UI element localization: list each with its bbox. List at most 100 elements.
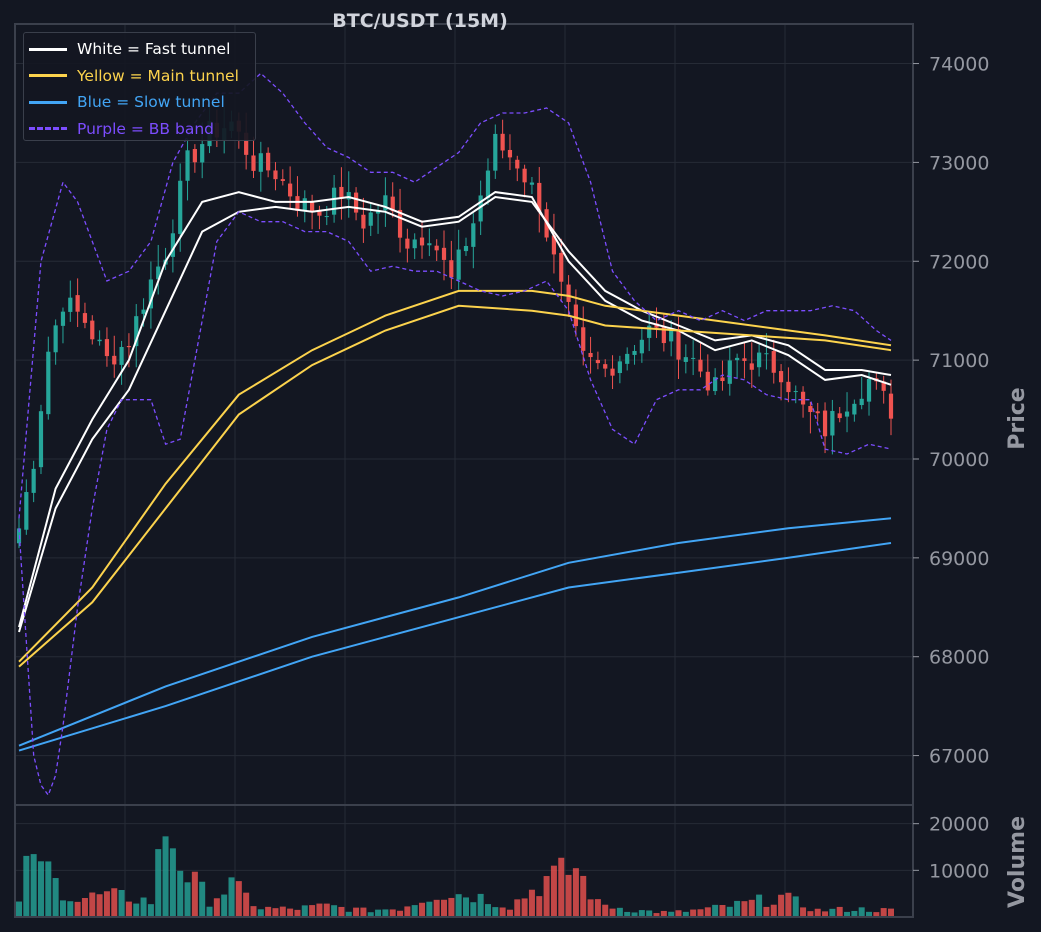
candle-body xyxy=(463,245,469,252)
volume-bar xyxy=(147,904,154,917)
volume-bar xyxy=(213,898,220,917)
candle-body xyxy=(551,235,557,255)
volume-bar xyxy=(558,857,565,917)
candle-body xyxy=(559,252,564,282)
volume-bar xyxy=(587,899,594,917)
price-tick-label: 74000 xyxy=(929,54,989,76)
series-line-1-1 xyxy=(18,304,892,668)
volume-bar xyxy=(338,906,345,917)
volume-bar xyxy=(844,911,851,917)
volume-bar xyxy=(287,908,294,917)
candle-body xyxy=(375,211,381,214)
legend-swatch-fast xyxy=(29,47,67,51)
candle-body xyxy=(441,247,447,260)
candle-body xyxy=(888,393,894,419)
volume-bar xyxy=(858,907,865,917)
candle-body xyxy=(595,359,600,364)
volume-bar xyxy=(345,911,352,917)
candle-body xyxy=(764,353,769,355)
volume-bar xyxy=(59,900,66,917)
volume-bar xyxy=(30,854,37,917)
candle-body xyxy=(449,260,454,278)
volume-bar xyxy=(67,901,74,917)
volume-bar xyxy=(822,911,829,917)
volume-bar xyxy=(484,904,491,917)
price-tick-label: 71000 xyxy=(929,350,989,372)
candle-body xyxy=(529,182,535,185)
candle-body xyxy=(295,196,300,211)
volume-bar xyxy=(448,897,455,917)
volume-bar xyxy=(602,904,609,917)
candle-body xyxy=(82,313,88,323)
candle-body xyxy=(852,403,857,415)
grid-lines xyxy=(15,24,913,917)
candle-body xyxy=(38,411,44,468)
volume-panel-frame xyxy=(14,804,914,918)
volume-bar xyxy=(52,878,59,917)
volume-bar xyxy=(719,905,726,917)
volume-bar xyxy=(441,899,448,917)
volume-bar xyxy=(594,899,601,917)
candle-body xyxy=(515,159,520,169)
volume-bar xyxy=(177,870,184,917)
candle-body xyxy=(647,325,652,338)
candle-body xyxy=(412,239,417,249)
candle-body xyxy=(625,353,630,364)
candle-body xyxy=(361,214,366,229)
candle-body xyxy=(75,295,80,312)
price-tick-label: 70000 xyxy=(929,449,989,471)
volume-bar xyxy=(506,909,513,917)
candle-body xyxy=(691,357,696,359)
candle-body xyxy=(68,297,73,312)
volume-bar xyxy=(191,871,198,917)
candle-body xyxy=(419,237,425,246)
volume-bar xyxy=(748,899,755,917)
volume-bar xyxy=(81,898,88,917)
volume-tick-label: 10000 xyxy=(929,860,989,882)
volume-bar xyxy=(631,912,638,917)
candle-body xyxy=(119,346,124,365)
volume-bar xyxy=(228,877,235,917)
volume-bar xyxy=(125,901,132,917)
candle-body xyxy=(156,266,161,280)
legend-swatch-bb xyxy=(29,127,67,131)
volume-bar xyxy=(770,904,777,917)
volume-tick-label: 20000 xyxy=(929,814,989,836)
volume-bar xyxy=(433,899,440,917)
volume-bar xyxy=(572,868,579,917)
volume-bar xyxy=(580,875,587,917)
candle-body xyxy=(786,381,791,393)
candle-body xyxy=(170,233,175,257)
volume-bar xyxy=(155,849,162,917)
candle-body xyxy=(31,468,36,493)
volume-bar xyxy=(257,909,264,917)
volume-bar xyxy=(279,906,286,917)
chart-title: BTC/USDT (15M) xyxy=(332,10,508,32)
candle-body xyxy=(639,339,644,354)
volume-bar xyxy=(235,881,242,917)
series-line-2-0 xyxy=(18,517,892,747)
candle-body xyxy=(661,326,666,344)
candle-body xyxy=(485,170,491,199)
candle-body xyxy=(148,279,153,309)
candle-body xyxy=(866,378,872,402)
candle-body xyxy=(178,180,183,234)
candle-body xyxy=(310,201,315,213)
legend-label-bb: Purple = BB band xyxy=(77,119,214,138)
candle-body xyxy=(478,195,483,222)
candle-body xyxy=(192,149,197,163)
candle-body xyxy=(383,195,388,211)
candle-body xyxy=(749,363,754,370)
candle-body xyxy=(727,360,732,384)
volume-bar xyxy=(133,903,140,917)
candle-body xyxy=(427,243,432,246)
series-line-0-0 xyxy=(18,191,892,628)
candle-body xyxy=(456,249,461,280)
candle-body xyxy=(830,410,835,436)
candle-body xyxy=(713,377,718,392)
volume-bar xyxy=(411,905,418,917)
legend-item-fast: White = Fast tunnel xyxy=(24,36,255,63)
volume-bar xyxy=(243,892,250,917)
volume-bar xyxy=(294,909,301,917)
